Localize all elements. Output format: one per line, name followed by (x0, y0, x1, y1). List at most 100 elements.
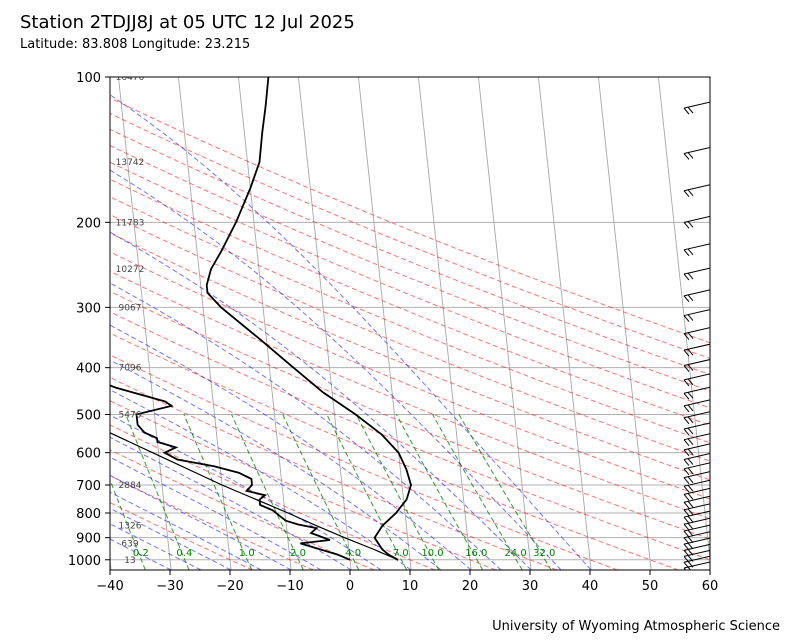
wind-barb (683, 327, 710, 340)
mixing-ratio-label: 2.0 (290, 548, 306, 559)
moist-adiabat (110, 507, 232, 570)
mixing-ratio-line (183, 414, 253, 570)
dry-adiabat (110, 354, 618, 570)
wind-barb (683, 549, 710, 563)
mixing-ratio-line (110, 478, 146, 570)
wind-barb (683, 215, 710, 229)
wind-barb (683, 267, 710, 281)
plot-area: 0.2 0.4 1.0 2.0 4.0 7.0 10.0 16.0 24.0 32.0 16470 1… (0, 73, 710, 570)
y-tick-label: 900 (76, 532, 101, 547)
x-tick-label: 50 (642, 579, 659, 594)
moist-adiabat (110, 538, 172, 570)
dry-adiabat (110, 145, 710, 392)
wind-barb (683, 373, 710, 387)
height-label: 1326 (119, 522, 142, 532)
mixing-ratio-line (432, 414, 523, 570)
dry-adiabat (110, 214, 710, 462)
wind-barb (683, 411, 710, 425)
credit-text: University of Wyoming Atmospheric Scienc… (492, 619, 780, 634)
dry-adiabat (110, 251, 710, 500)
dry-adiabat (110, 112, 710, 359)
dry-adiabat (110, 475, 314, 570)
x-tick-label: −20 (216, 579, 243, 594)
height-label: 11783 (116, 218, 145, 228)
x-tick-label: −30 (156, 579, 183, 594)
moist-adiabat (110, 456, 322, 570)
wind-barb (683, 433, 710, 447)
mixing-ratio-label: 0.4 (176, 548, 192, 559)
moist-adiabat (110, 231, 532, 570)
moist-adiabat (110, 389, 412, 570)
y-tick-label: 100 (76, 71, 101, 86)
chart-subtitle: Latitude: 83.808 Longitude: 23.215 (20, 37, 251, 52)
mixing-ratio-label: 24.0 (504, 548, 526, 559)
y-tick-label: 700 (76, 479, 101, 494)
height-label: 2884 (119, 481, 142, 491)
wind-barb (683, 537, 710, 551)
x-tick-label: 60 (702, 579, 719, 594)
wind-barb (683, 184, 710, 198)
height-label: 639 (121, 539, 138, 549)
isotherm (537, 77, 592, 570)
wind-barb (683, 243, 710, 257)
isotherm (117, 77, 172, 570)
plot-frame (109, 76, 711, 571)
y-tick-label: 1000 (68, 554, 101, 569)
dry-adiabat (110, 400, 496, 570)
dry-adiabat (110, 97, 710, 344)
isotherm (297, 77, 352, 570)
mixing-ratio-label: 32.0 (533, 548, 555, 559)
dry-adiabat (110, 290, 710, 540)
mixing-ratio-label: 1.0 (239, 548, 255, 559)
mixing-ratio-label: 10.0 (421, 548, 443, 559)
x-tick-label: 20 (462, 579, 479, 594)
isotherm (0, 77, 51, 570)
wind-barb (683, 422, 710, 436)
wind-barb (683, 462, 710, 476)
wind-barb (683, 471, 710, 484)
wind-barb (683, 517, 710, 531)
isotherm (177, 77, 232, 570)
mixing-ratio-label: 4.0 (345, 548, 361, 559)
y-tick-label: 300 (76, 301, 101, 316)
dry-adiabat (110, 376, 557, 570)
temperature-line (205, 77, 412, 561)
x-tick-label: 40 (582, 579, 599, 594)
height-label: 16470 (116, 73, 145, 83)
moist-adiabat (110, 169, 562, 570)
y-tick-label: 200 (76, 216, 101, 231)
chart-title: Station 2TDJJ8J at 05 UTC 12 Jul 2025 (20, 12, 355, 33)
height-label: 10272 (116, 265, 145, 275)
moist-adiabat (110, 523, 202, 570)
dry-adiabat (110, 178, 710, 426)
wind-barb (683, 543, 710, 557)
isotherm (110, 555, 112, 570)
parcel-line (110, 432, 399, 561)
y-tick-label: 400 (76, 362, 101, 377)
wind-barb (683, 359, 710, 372)
moist-adiabat (110, 282, 502, 570)
y-tick-label: 600 (76, 447, 101, 462)
isotherm (357, 77, 412, 570)
dry-adiabat (110, 424, 436, 570)
height-label: 5476 (119, 410, 142, 420)
wind-barb (683, 309, 710, 322)
mixing-ratio-label: 7.0 (393, 548, 409, 559)
dry-adiabat (110, 270, 710, 520)
dry-adiabat (110, 332, 679, 570)
moist-adiabat (110, 436, 352, 570)
wind-barb (683, 510, 710, 524)
dry-adiabat (110, 502, 253, 570)
wind-barb (683, 443, 710, 457)
moist-adiabat (110, 474, 292, 570)
x-tick-label: 30 (522, 579, 539, 594)
x-tick-label: 0 (346, 579, 354, 594)
moist-adiabat (110, 94, 592, 570)
mixing-ratio-label: 0.2 (133, 548, 149, 559)
dewpoint-line (110, 384, 351, 561)
moist-adiabat (110, 324, 472, 570)
height-label: 7096 (119, 364, 142, 374)
isotherm (597, 77, 652, 570)
wind-barb (683, 503, 710, 517)
